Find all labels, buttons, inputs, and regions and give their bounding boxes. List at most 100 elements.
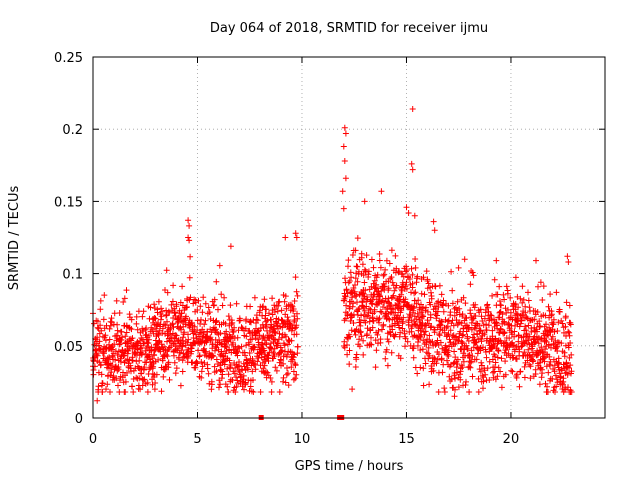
data-point — [361, 307, 368, 314]
data-point — [123, 329, 130, 336]
data-point — [537, 279, 544, 286]
data-point — [441, 385, 448, 392]
data-point — [161, 343, 168, 350]
data-point — [291, 298, 298, 304]
data-point — [352, 282, 358, 288]
data-point — [120, 353, 127, 359]
data-point — [558, 340, 565, 347]
data-point — [173, 301, 180, 308]
data-point — [464, 333, 471, 340]
data-point — [265, 352, 272, 359]
data-point — [409, 166, 416, 173]
data-point — [98, 371, 105, 378]
data-point — [422, 360, 429, 367]
data-point — [547, 358, 554, 365]
data-point — [537, 323, 544, 330]
data-point — [120, 299, 127, 305]
data-point — [445, 331, 452, 338]
data-point — [285, 382, 292, 389]
data-point — [157, 316, 164, 323]
data-point — [447, 327, 454, 334]
data-point — [149, 370, 156, 377]
data-point — [99, 389, 106, 395]
data-point — [253, 316, 260, 323]
data-point — [378, 298, 385, 305]
data-point — [346, 333, 353, 340]
data-point — [495, 348, 502, 354]
data-point — [294, 315, 301, 322]
chart-title: Day 064 of 2018, SRMTID for receiver ijm… — [210, 21, 488, 36]
data-point — [272, 337, 279, 343]
data-point — [427, 311, 434, 318]
data-point — [415, 297, 422, 304]
y-tick-labels: 0 0.05 0.1 0.15 0.2 0.25 — [54, 51, 83, 427]
data-point — [106, 325, 113, 332]
data-point — [522, 303, 529, 310]
data-point — [434, 312, 440, 319]
data-point — [255, 339, 262, 346]
data-point — [216, 262, 223, 269]
data-point — [566, 332, 573, 339]
data-point — [201, 321, 208, 328]
data-point — [264, 317, 271, 324]
data-point — [195, 347, 202, 354]
data-point — [565, 344, 572, 351]
data-point — [535, 283, 541, 290]
y-tick-label: 0.1 — [62, 268, 83, 283]
data-point — [219, 302, 226, 309]
data-point — [423, 304, 429, 311]
data-point — [137, 386, 144, 393]
data-point — [282, 379, 289, 386]
data-point — [233, 300, 240, 307]
data-point — [527, 375, 534, 382]
data-point — [353, 292, 360, 299]
data-point — [551, 368, 558, 375]
data-point — [469, 353, 476, 360]
data-point — [261, 362, 268, 369]
data-point — [501, 296, 508, 303]
data-point — [460, 294, 467, 301]
data-point — [284, 341, 291, 348]
data-point — [152, 315, 159, 322]
data-point — [430, 367, 437, 374]
data-point — [534, 328, 540, 335]
data-point — [405, 210, 412, 216]
data-point — [444, 357, 450, 364]
data-point — [421, 291, 428, 298]
data-point — [410, 354, 417, 361]
data-point — [494, 291, 501, 298]
data-points — [90, 106, 575, 420]
data-point — [420, 337, 427, 344]
data-point — [208, 381, 215, 388]
data-point — [107, 322, 114, 329]
data-point — [445, 302, 452, 309]
data-point — [498, 302, 504, 309]
data-point — [457, 371, 463, 378]
data-point — [99, 380, 106, 387]
data-point — [276, 298, 283, 305]
x-tick-label: 10 — [294, 432, 311, 447]
data-point — [263, 341, 270, 348]
data-point — [540, 283, 547, 290]
data-point — [492, 359, 499, 366]
data-point — [215, 306, 221, 313]
data-point — [350, 300, 357, 307]
data-point — [199, 363, 206, 370]
data-point — [412, 256, 419, 262]
data-point — [492, 376, 499, 383]
data-point — [279, 347, 286, 354]
data-point — [567, 340, 574, 346]
data-point — [101, 350, 107, 357]
data-point — [417, 347, 424, 353]
y-axis-label: SRMTID / TECUs — [7, 186, 22, 291]
data-point — [532, 366, 539, 373]
data-point — [356, 343, 363, 350]
data-point — [216, 384, 222, 391]
data-point — [480, 385, 486, 392]
data-point — [494, 354, 501, 361]
data-point — [497, 337, 504, 344]
data-point — [429, 338, 436, 345]
data-point — [463, 378, 469, 385]
data-point — [121, 352, 128, 359]
data-point — [140, 377, 147, 383]
